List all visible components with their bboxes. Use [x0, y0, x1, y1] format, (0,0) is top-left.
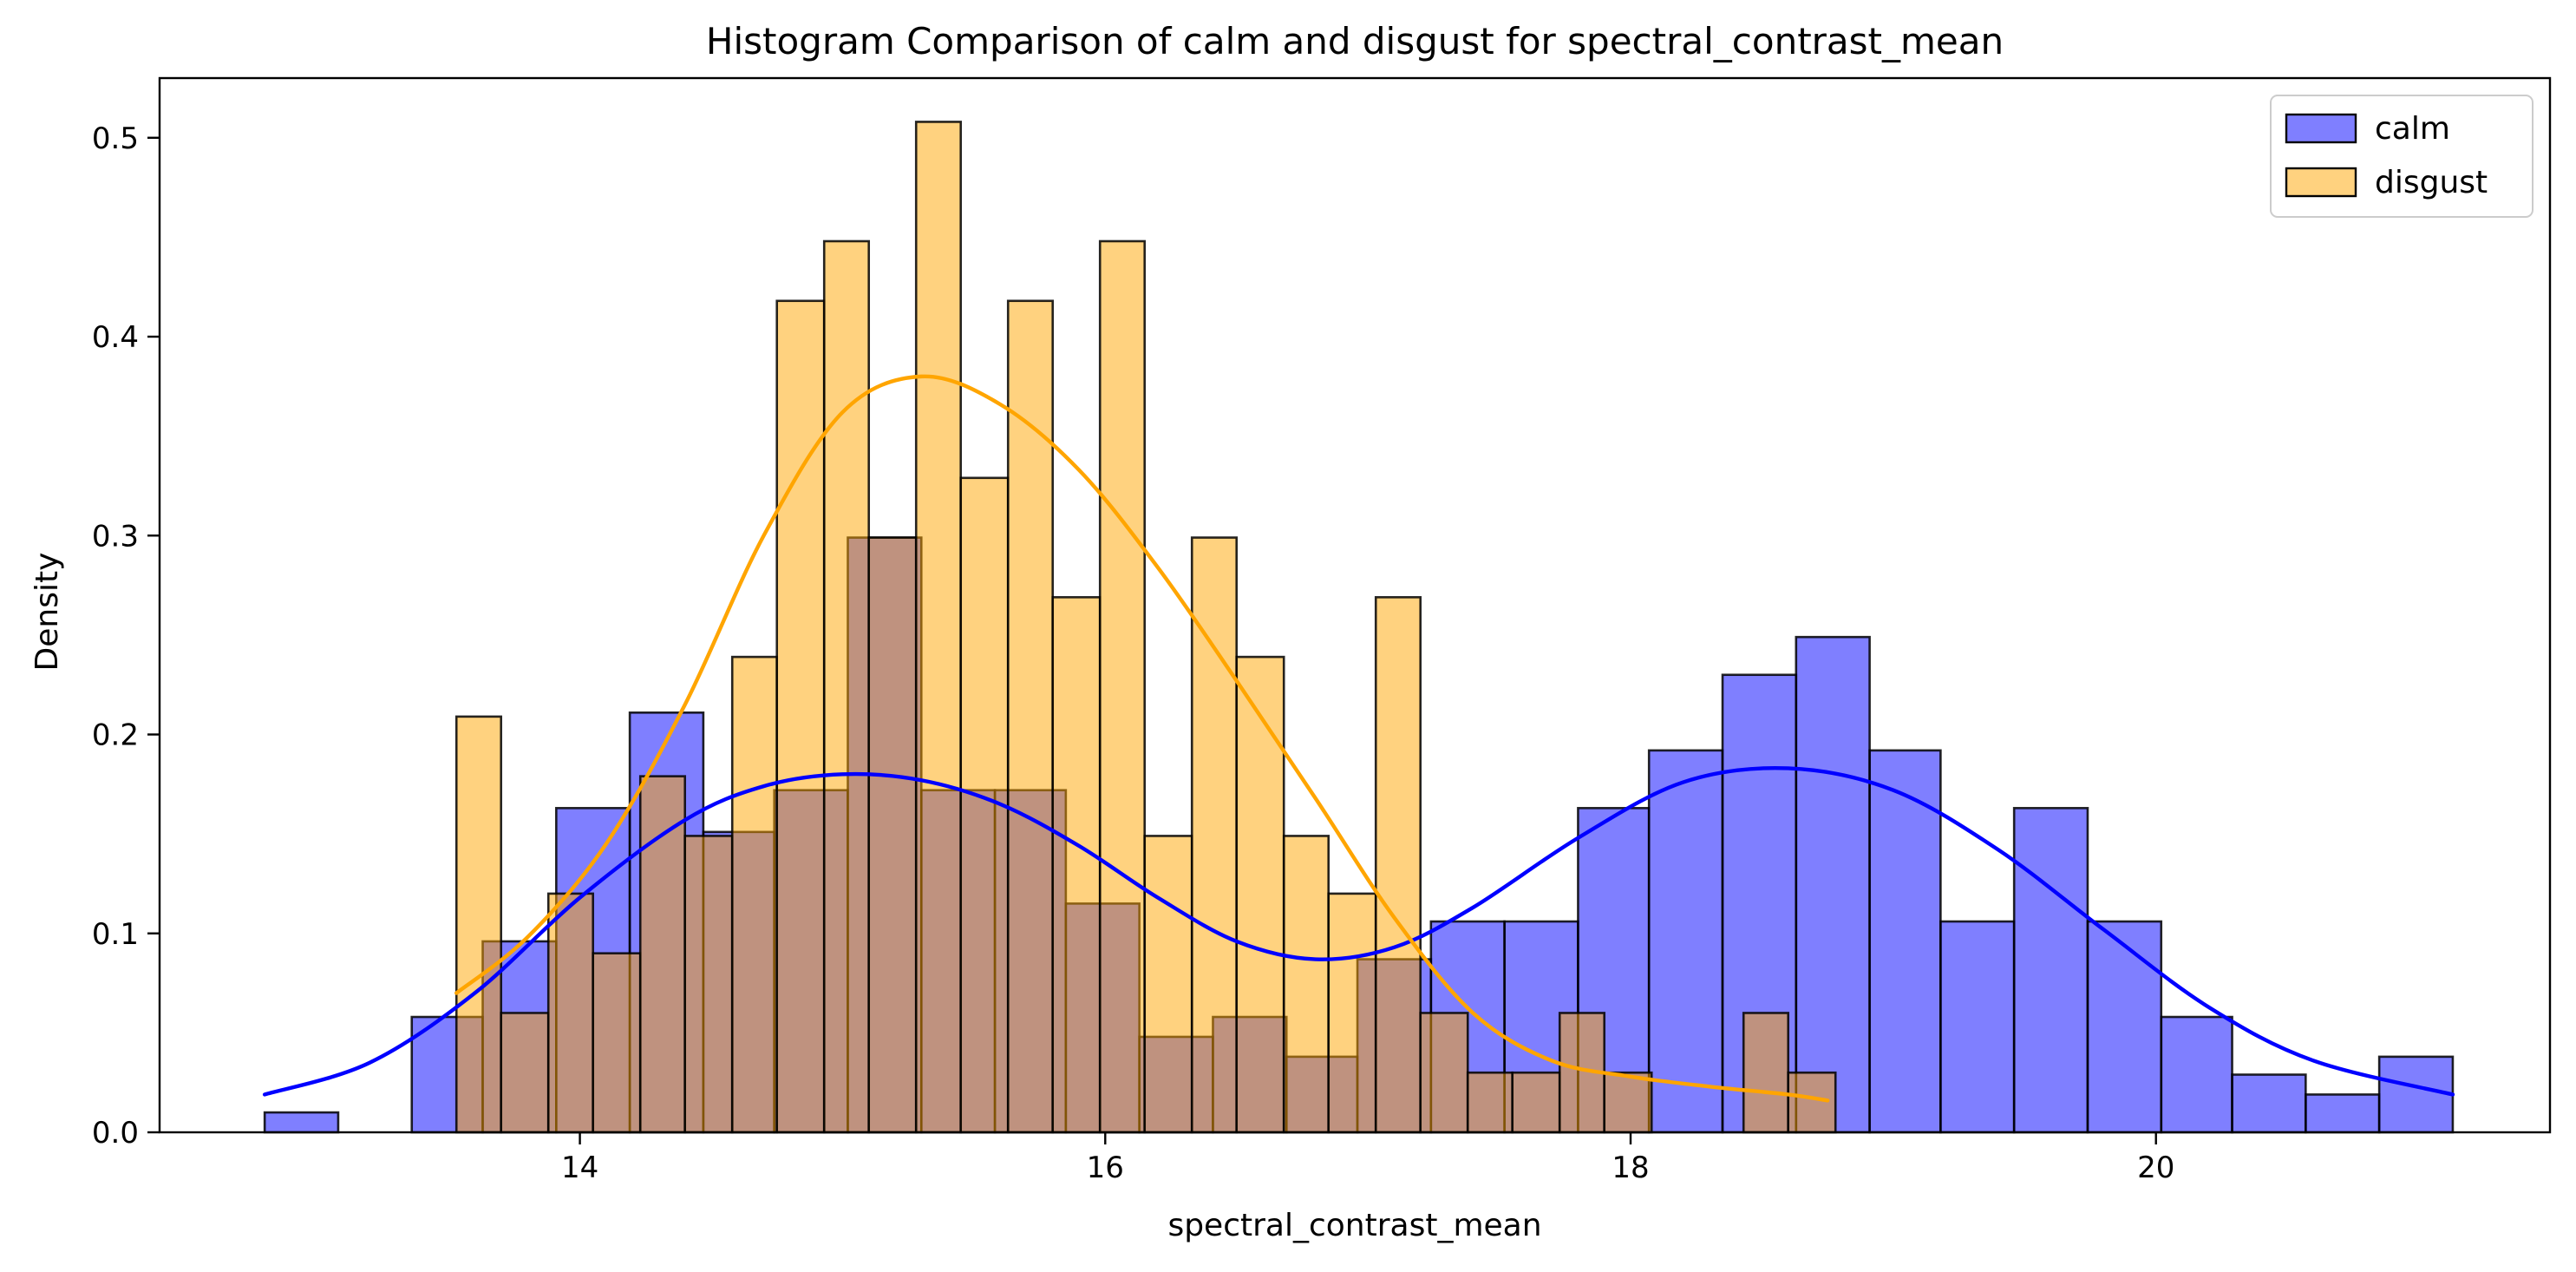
plot-area [262, 121, 2455, 1134]
calm-bar-29 [2377, 1055, 2455, 1134]
y-tick-label-1: 0.1 [92, 917, 139, 952]
legend-swatch-calm [2285, 113, 2357, 144]
legend-label-disgust: disgust [2375, 165, 2488, 200]
disgust-bar-7 [775, 299, 826, 1134]
y-tick-label-0: 0.0 [92, 1116, 139, 1151]
disgust-bar-25 [1603, 1071, 1653, 1134]
disgust-bar-21 [1419, 1012, 1469, 1134]
disgust-bar-28 [1742, 1012, 1790, 1134]
calm-bar-23 [1939, 920, 2016, 1134]
calm-bar-28 [2305, 1093, 2381, 1134]
calm-kde-line [262, 766, 2455, 1097]
disgust-bar-0 [454, 715, 503, 1134]
x-tick-label-1: 16 [1087, 1151, 1124, 1185]
disgust-bar-18 [1282, 835, 1330, 1134]
calm-bar-19 [1647, 749, 1724, 1134]
y-tick-label-4: 0.4 [92, 320, 139, 355]
disgust-bar-1 [500, 1012, 550, 1134]
disgust-bar-22 [1466, 1071, 1514, 1134]
disgust-bar-10 [914, 121, 963, 1134]
disgust-bar-17 [1235, 655, 1285, 1134]
y-tick-label-2: 0.2 [92, 718, 139, 753]
axes: 14 16 18 20 0.0 0.1 0.2 0.3 0.4 0.5 [92, 76, 2552, 1185]
y-axis-label: Density [29, 553, 65, 672]
y-tick-label-3: 0.3 [92, 519, 139, 554]
disgust-bar-13 [1051, 596, 1102, 1134]
chart-title: Histogram Comparison of calm and disgust… [706, 20, 2004, 62]
calm-bar-22 [1868, 749, 1942, 1134]
x-axis-label: spectral_contrast_mean [1167, 1208, 1541, 1243]
disgust-bar-4 [638, 775, 687, 1134]
disgust-bar-5 [683, 835, 734, 1134]
disgust-bar-19 [1327, 892, 1377, 1134]
disgust-bar-6 [730, 655, 779, 1134]
disgust-bar-20 [1374, 596, 1422, 1134]
x-tick-label-2: 18 [1612, 1151, 1649, 1185]
disgust-bar-3 [592, 952, 642, 1134]
disgust-bar-16 [1190, 536, 1239, 1134]
calm-bar-24 [2012, 807, 2089, 1134]
disgust-bar-15 [1143, 835, 1193, 1134]
calm-bar-0 [263, 1111, 340, 1134]
disgust-bar-23 [1511, 1071, 1561, 1134]
axes-frame [158, 76, 2552, 1134]
legend-label-calm: calm [2375, 111, 2450, 147]
calm-bar-26 [2160, 1015, 2233, 1134]
disgust-bar-9 [867, 536, 918, 1134]
disgust-bar-29 [1787, 1071, 1837, 1134]
calm-bar-25 [2086, 920, 2163, 1134]
legend: calm disgust [2270, 95, 2534, 218]
disgust-bar-14 [1098, 239, 1147, 1134]
calm-bar-27 [2231, 1073, 2307, 1134]
y-tick-label-5: 0.5 [92, 121, 139, 156]
x-tick-label-0: 14 [561, 1151, 598, 1185]
x-tick-label-3: 20 [2137, 1151, 2174, 1185]
disgust-kde-line [454, 374, 1830, 1103]
calm-bar-21 [1795, 635, 1871, 1134]
disgust-bar-2 [546, 892, 595, 1134]
legend-swatch-disgust [2285, 167, 2357, 198]
disgust-bar-8 [822, 239, 871, 1134]
